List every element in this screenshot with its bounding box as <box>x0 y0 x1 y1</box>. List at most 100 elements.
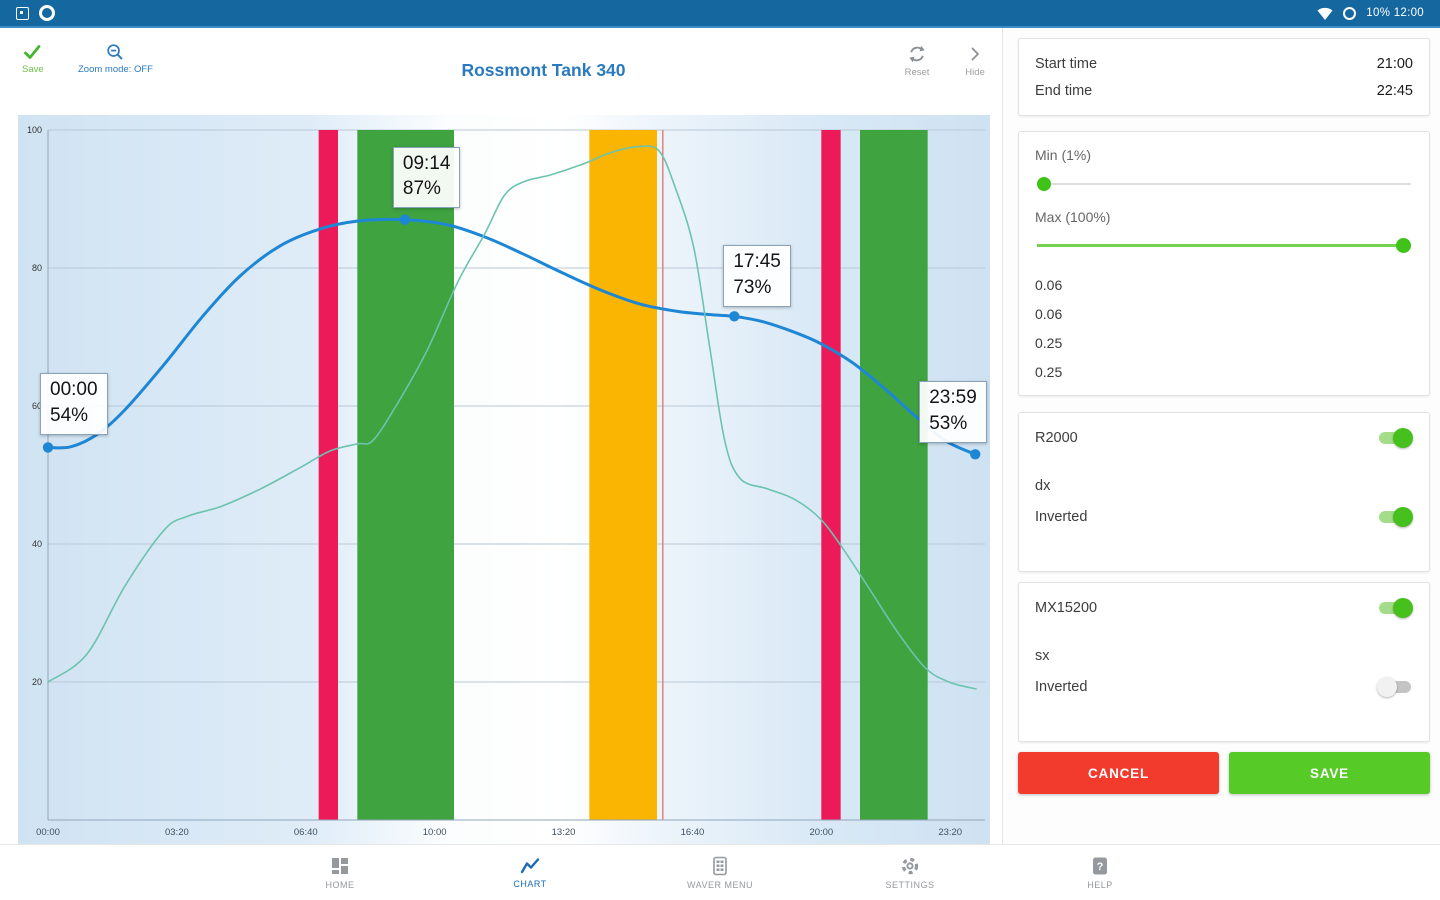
data-point-dot <box>729 311 740 322</box>
mx15200-enabled-toggle[interactable] <box>1377 598 1413 618</box>
toggle-thumb <box>1393 428 1413 448</box>
coefficient-values: 0.06 0.06 0.25 0.25 <box>1035 271 1413 387</box>
nav-label: WAVER MENU <box>686 879 753 890</box>
coefficient-value: 0.25 <box>1035 364 1063 380</box>
wifi-icon <box>1317 7 1333 20</box>
reset-button[interactable]: Reset <box>890 44 944 78</box>
start-time-row[interactable]: Start time 21:00 <box>1035 50 1413 77</box>
yellow-band <box>589 130 657 820</box>
svg-text:?: ? <box>1097 861 1104 873</box>
status-battery-time: 10% 12:00 <box>1366 7 1424 19</box>
max-slider[interactable] <box>1037 238 1411 254</box>
gear-icon <box>900 856 920 876</box>
nav-label: CHART <box>513 878 547 889</box>
data-point-dot <box>970 449 981 460</box>
device-name: MX15200 <box>1035 600 1098 616</box>
nav-item-waver-menu[interactable]: WAVER MENU <box>625 856 815 890</box>
green-band-2 <box>860 130 928 820</box>
nav-label: HOME <box>325 879 355 890</box>
status-notifications <box>16 5 55 21</box>
page-title: Rossmont Tank 340 <box>461 60 626 80</box>
end-time-row[interactable]: End time 22:45 <box>1035 77 1413 104</box>
pink-band-2 <box>821 130 841 820</box>
device-card-mx15200: MX15200 sx Inverted <box>1018 582 1430 742</box>
toggle-thumb <box>1393 598 1413 618</box>
time-range-card: Start time 21:00 End time 22:45 <box>1018 38 1430 116</box>
refresh-icon <box>907 44 927 64</box>
x-tick-label: 16:40 <box>681 827 705 838</box>
nav-label: SETTINGS <box>885 879 935 890</box>
save-action-label: Save <box>22 64 44 75</box>
start-time-value[interactable]: 21:00 <box>1376 55 1413 72</box>
nav-item-settings[interactable]: SETTINGS <box>815 856 1005 890</box>
max-slider-label: Max (100%) <box>1035 209 1111 225</box>
status-indicators: 10% 12:00 <box>1317 6 1424 20</box>
x-tick-label: 06:40 <box>294 827 318 838</box>
coefficient-value: 0.06 <box>1035 306 1063 322</box>
y-tick-label: 20 <box>32 677 42 687</box>
y-tick-label: 40 <box>32 539 42 549</box>
nav-item-chart[interactable]: CHART <box>435 857 625 889</box>
checkmark-icon <box>23 43 42 61</box>
cancel-button[interactable]: CANCEL <box>1018 752 1219 794</box>
series-secondary-intensity <box>47 145 977 690</box>
device-keypad-icon <box>710 856 730 876</box>
coefficient-value: 0.06 <box>1035 277 1063 293</box>
x-tick-label: 20:00 <box>809 827 833 838</box>
min-slider[interactable] <box>1037 176 1411 192</box>
series-main-intensity <box>46 217 977 456</box>
mx15200-inverted-toggle[interactable] <box>1377 677 1413 697</box>
status-bar: 10% 12:00 <box>0 0 1440 28</box>
chart-background <box>18 115 990 845</box>
green-band-1 <box>357 130 454 820</box>
x-tick-label: 00:00 <box>36 827 60 838</box>
device-channel: dx <box>1035 478 1051 494</box>
data-point-dot <box>399 214 411 225</box>
coefficient-value: 0.25 <box>1035 335 1063 351</box>
r2000-enabled-toggle[interactable] <box>1377 428 1413 448</box>
settings-panel: Start time 21:00 End time 22:45 Min (1%)… <box>1002 28 1440 845</box>
sync-status-icon <box>1343 6 1357 20</box>
min-slider-track <box>1037 183 1411 185</box>
chevron-right-icon <box>965 44 985 64</box>
nav-item-help[interactable]: ? HELP <box>1005 856 1195 890</box>
device-name: R2000 <box>1035 430 1078 446</box>
bottom-nav: HOME CHART WAVER MENU <box>0 844 1440 900</box>
min-slider-thumb[interactable] <box>1037 177 1051 191</box>
zoom-out-icon <box>106 43 124 61</box>
nav-item-home[interactable]: HOME <box>245 856 435 890</box>
chart[interactable]: 00:00 03:20 06:40 10:00 13:20 16:40 20:00 23:20… <box>18 115 990 845</box>
x-tick-label: 23:20 <box>938 827 962 838</box>
help-icon: ? <box>1090 856 1110 876</box>
end-time-value[interactable]: 22:45 <box>1376 82 1413 99</box>
save-button[interactable]: SAVE <box>1229 752 1430 794</box>
y-tick-label: 80 <box>32 263 42 273</box>
toolbar: Save Zoom mode: OFF Rossmont Tank 340 <box>0 28 1002 115</box>
hide-panel-button[interactable]: Hide <box>948 44 1002 78</box>
nav-label: HELP <box>1087 879 1113 890</box>
data-point-dot <box>42 442 54 453</box>
r2000-inverted-toggle[interactable] <box>1377 507 1413 527</box>
app-notification-icon <box>16 6 29 20</box>
end-time-label: End time <box>1035 82 1093 99</box>
chart-canvas[interactable]: 00:00 03:20 06:40 10:00 13:20 16:40 20:00 23:20… <box>18 115 990 845</box>
y-tick-label: 60 <box>32 401 42 411</box>
x-tick-label: 13:20 <box>552 827 576 838</box>
device-card-r2000: R2000 dx Inverted <box>1018 412 1430 572</box>
gear-notification-icon <box>39 5 55 21</box>
zoom-mode-toggle[interactable]: Zoom mode: OFF <box>78 43 153 75</box>
max-slider-track <box>1037 244 1411 247</box>
inverted-label: Inverted <box>1035 509 1088 525</box>
start-time-label: Start time <box>1035 55 1098 72</box>
x-tick-label: 10:00 <box>423 827 447 838</box>
save-action[interactable]: Save <box>22 43 44 75</box>
zoom-mode-label: Zoom mode: OFF <box>78 64 153 75</box>
x-tick-label: 03:20 <box>165 827 189 838</box>
minmax-card: Min (1%) Max (100%) 0.06 0.06 0.25 0.25 <box>1018 131 1430 396</box>
min-slider-label: Min (1%) <box>1035 147 1092 163</box>
max-slider-thumb[interactable] <box>1396 238 1411 253</box>
hide-label: Hide <box>965 67 985 78</box>
home-dashboard-icon <box>330 856 350 876</box>
reset-label: Reset <box>904 67 930 78</box>
